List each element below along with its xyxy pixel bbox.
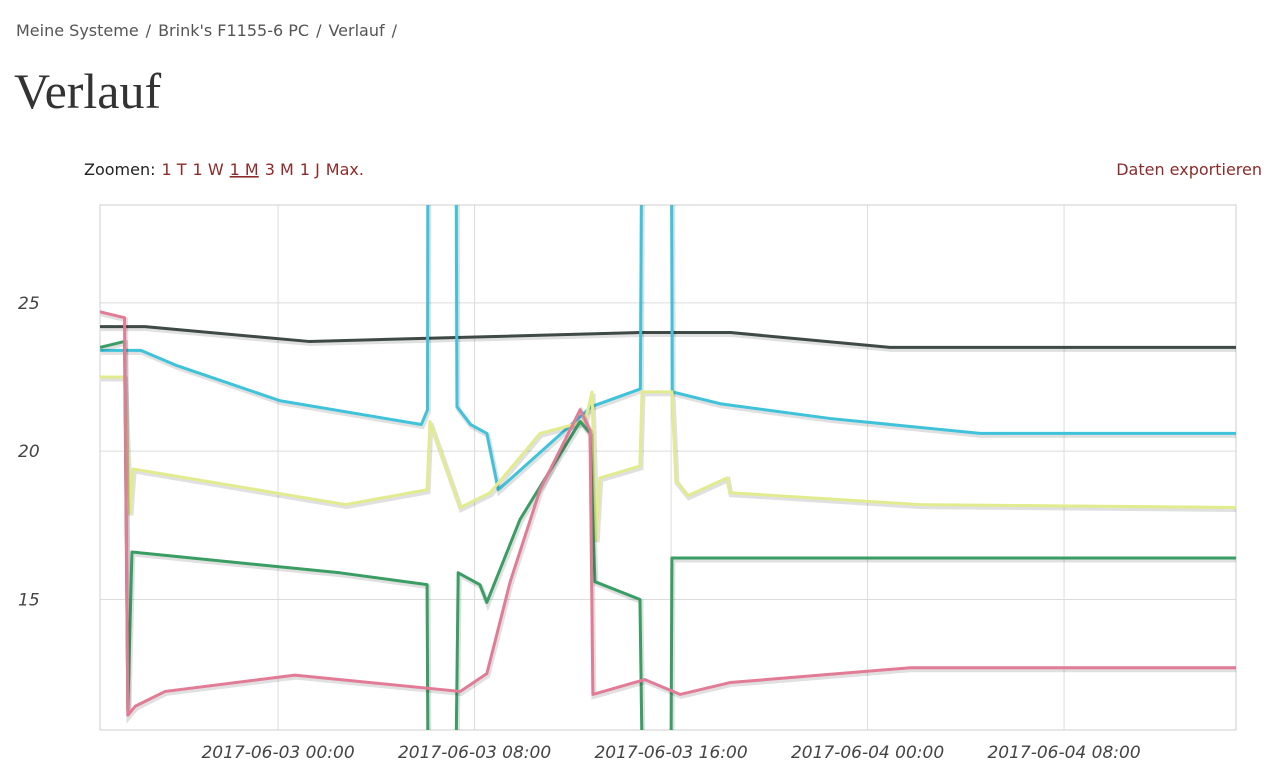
breadcrumb-separator: / <box>316 21 322 40</box>
zoom-option[interactable]: 1 J <box>300 160 320 179</box>
zoom-option[interactable]: 1 W <box>193 160 224 179</box>
breadcrumb-separator: / <box>392 21 398 40</box>
breadcrumb: Meine Systeme / Brink's F1155-6 PC / Verlauf… <box>16 21 398 40</box>
zoom-option[interactable]: Max. <box>326 160 364 179</box>
y-tick-label: 25 <box>18 294 40 314</box>
zoom-option[interactable]: 3 M <box>265 160 294 179</box>
zoom-option[interactable]: 1 M <box>230 160 259 179</box>
line-shadow <box>101 376 1236 543</box>
series-line <box>100 375 1236 542</box>
chart: 15 20 25 2017-06-03 00:00 2017-06-03 08:00 20… <box>18 204 1237 763</box>
breadcrumb-link[interactable]: Brink's F1155-6 PC <box>158 21 309 40</box>
series-line <box>100 339 1236 730</box>
page-title: Verlauf <box>14 63 161 119</box>
plot-border <box>99 204 1237 731</box>
breadcrumb-link[interactable]: Verlauf <box>328 21 385 40</box>
line-shadow <box>101 205 1236 497</box>
x-tick-label: 2017-06-03 00:00 <box>201 743 354 763</box>
export-link[interactable]: Daten exportieren <box>1116 160 1262 179</box>
zoom-bar: Zoomen: 1 T 1 W 1 M 3 M 1 J Max. <box>84 160 364 179</box>
zoom-label: Zoomen: <box>84 160 156 179</box>
breadcrumb-link[interactable]: Meine Systeme <box>16 21 139 40</box>
x-tick-label: 2017-06-03 08:00 <box>398 743 551 763</box>
y-tick-label: 20 <box>18 442 40 462</box>
line-shadow <box>100 311 1236 725</box>
series-line <box>100 205 1236 492</box>
x-tick-label: 2017-06-04 00:00 <box>791 743 944 763</box>
x-tick-label: 2017-06-04 08:00 <box>987 743 1140 763</box>
series-line <box>100 310 1236 717</box>
x-tick-label: 2017-06-03 16:00 <box>594 743 747 763</box>
y-tick-label: 15 <box>18 590 40 610</box>
plot-lines <box>100 205 1236 730</box>
breadcrumb-separator: / <box>146 21 152 40</box>
zoom-option[interactable]: 1 T <box>162 160 187 179</box>
